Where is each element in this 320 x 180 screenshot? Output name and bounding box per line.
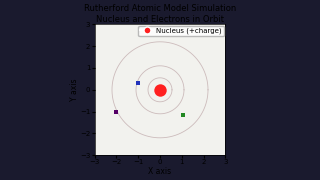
Legend: Nucleus (+charge): Nucleus (+charge) xyxy=(138,26,224,36)
Point xyxy=(180,113,186,116)
Title: Rutherford Atomic Model Simulation
Nucleus and Electrons in Orbit: Rutherford Atomic Model Simulation Nucle… xyxy=(84,4,236,24)
X-axis label: X axis: X axis xyxy=(148,167,172,176)
Y-axis label: Y axis: Y axis xyxy=(70,78,79,101)
Point xyxy=(157,88,163,91)
Point xyxy=(136,82,141,85)
Point xyxy=(114,110,119,113)
